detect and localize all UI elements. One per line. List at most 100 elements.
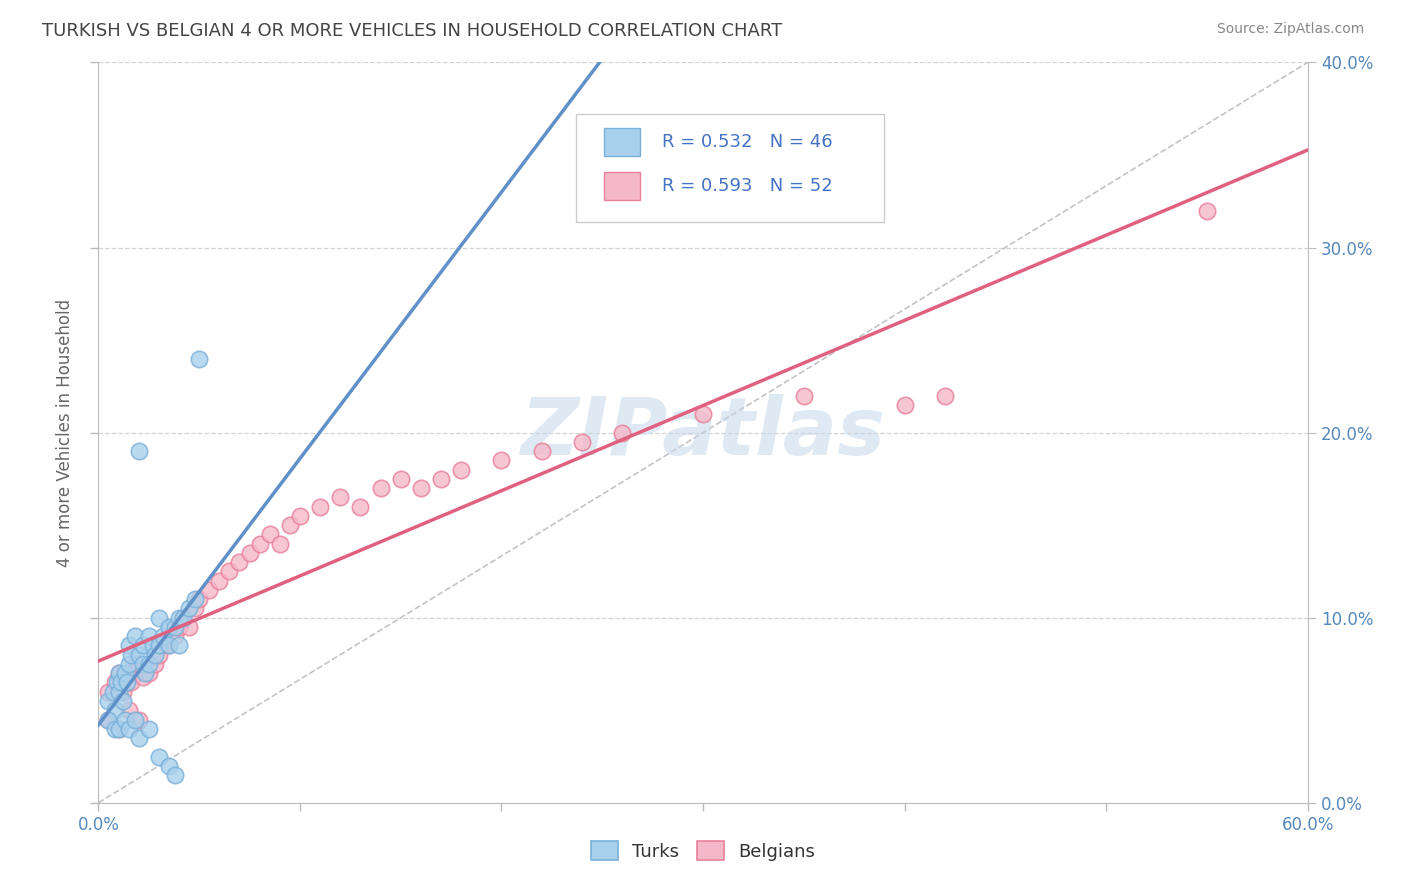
Point (172, 610, 194, 624)
Point (118, 722, 141, 736)
Point (491, 453, 513, 467)
Point (571, 434, 593, 449)
Point (157, 758, 180, 772)
Point (138, 657, 160, 671)
Point (142, 639, 165, 653)
Point (128, 713, 150, 727)
Text: ZIPatlas: ZIPatlas (520, 393, 886, 472)
Point (118, 666, 141, 681)
Point (218, 565, 240, 579)
Point (152, 639, 174, 653)
Point (111, 694, 134, 708)
Point (152, 629, 174, 643)
Point (128, 657, 150, 671)
Point (163, 629, 186, 643)
Point (430, 472, 453, 486)
Point (934, 388, 956, 402)
Point (124, 713, 146, 727)
Point (134, 666, 156, 681)
Point (115, 675, 138, 690)
Point (172, 610, 194, 624)
Point (107, 722, 129, 736)
Point (143, 657, 166, 671)
Point (1195, 203, 1218, 218)
Y-axis label: 4 or more Vehicles in Household: 4 or more Vehicles in Household (56, 299, 75, 566)
Point (97, 685, 120, 699)
Text: Source: ZipAtlas.com: Source: ZipAtlas.com (1216, 22, 1364, 37)
Point (111, 685, 134, 699)
Point (167, 610, 190, 624)
Legend: Turks, Belgians: Turks, Belgians (583, 834, 823, 868)
Point (103, 703, 125, 717)
Point (239, 546, 262, 560)
Point (893, 398, 915, 412)
Point (97, 713, 120, 727)
Point (132, 657, 155, 671)
Point (259, 527, 281, 541)
Point (132, 670, 155, 684)
Point (157, 620, 180, 634)
Point (114, 666, 136, 681)
Point (288, 508, 311, 523)
Point (167, 639, 190, 653)
Point (163, 768, 186, 782)
Point (157, 639, 180, 653)
Point (148, 749, 170, 764)
Point (107, 666, 129, 681)
Point (793, 388, 815, 402)
Point (249, 536, 271, 550)
Point (309, 500, 332, 514)
Point (143, 648, 166, 662)
Point (101, 685, 124, 699)
Point (124, 666, 146, 681)
Text: TURKISH VS BELGIAN 4 OR MORE VEHICLES IN HOUSEHOLD CORRELATION CHART: TURKISH VS BELGIAN 4 OR MORE VEHICLES IN… (42, 22, 782, 40)
Point (128, 648, 150, 662)
Point (157, 639, 180, 653)
Point (97, 694, 120, 708)
Point (138, 666, 160, 681)
Point (120, 648, 142, 662)
Point (138, 629, 160, 643)
Point (329, 491, 352, 505)
FancyBboxPatch shape (603, 128, 640, 156)
Point (103, 722, 125, 736)
Point (105, 675, 128, 690)
Point (110, 675, 132, 690)
FancyBboxPatch shape (603, 172, 640, 200)
Point (450, 462, 472, 476)
Point (530, 444, 553, 458)
Point (124, 629, 146, 643)
Point (107, 722, 129, 736)
Point (198, 582, 221, 597)
Text: R = 0.532   N = 46: R = 0.532 N = 46 (662, 133, 832, 151)
Point (148, 648, 170, 662)
Point (128, 731, 150, 745)
Point (114, 713, 136, 727)
Point (612, 425, 634, 440)
Point (107, 666, 129, 681)
Point (184, 601, 207, 615)
Point (179, 620, 201, 634)
Point (148, 639, 170, 653)
Point (167, 620, 190, 634)
Point (118, 639, 141, 653)
Point (208, 574, 231, 588)
Point (278, 518, 301, 533)
Point (103, 675, 125, 690)
Point (128, 444, 150, 458)
Point (107, 685, 129, 699)
Point (349, 500, 371, 514)
Point (370, 481, 392, 495)
Point (163, 620, 186, 634)
Point (188, 351, 211, 366)
Point (138, 722, 160, 736)
Point (692, 407, 714, 421)
Point (132, 639, 155, 653)
Point (409, 481, 432, 495)
Point (228, 555, 250, 569)
Point (148, 610, 170, 624)
FancyBboxPatch shape (576, 114, 884, 221)
Point (118, 657, 141, 671)
Point (120, 675, 142, 690)
Point (184, 592, 207, 607)
